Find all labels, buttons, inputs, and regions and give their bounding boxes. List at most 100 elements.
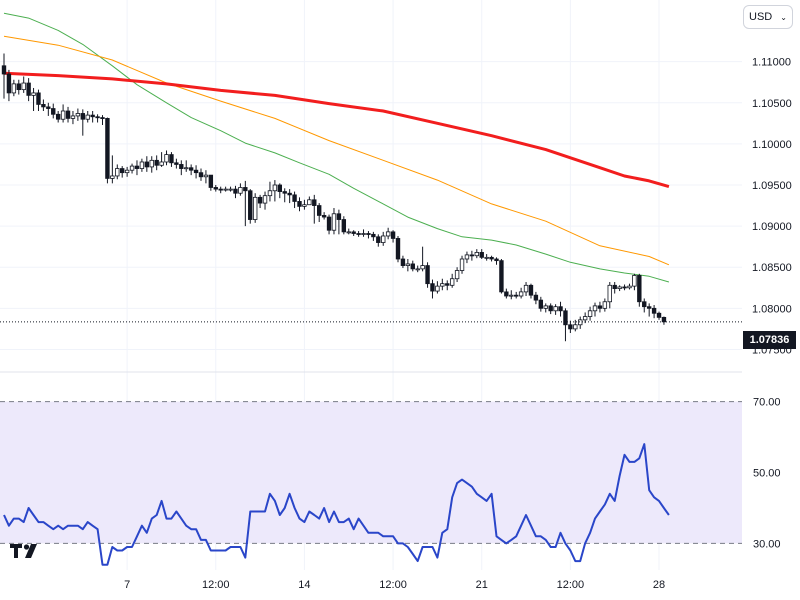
candle[interactable] xyxy=(159,152,164,167)
price-pane[interactable] xyxy=(0,12,742,342)
candle[interactable] xyxy=(85,111,90,123)
candle[interactable] xyxy=(563,308,568,342)
candle[interactable] xyxy=(533,291,539,305)
candle[interactable] xyxy=(415,265,420,273)
candle[interactable] xyxy=(287,189,292,204)
candle[interactable] xyxy=(400,255,406,269)
candle[interactable] xyxy=(149,156,154,173)
candle[interactable] xyxy=(504,288,509,299)
candle[interactable] xyxy=(469,250,475,261)
candle[interactable] xyxy=(356,231,361,237)
candle[interactable] xyxy=(405,259,411,272)
candle[interactable] xyxy=(208,174,214,191)
candle[interactable] xyxy=(60,104,66,123)
candle[interactable] xyxy=(297,197,302,212)
candle[interactable] xyxy=(449,273,455,288)
candle[interactable] xyxy=(55,111,61,123)
candle[interactable] xyxy=(573,319,578,332)
candle[interactable] xyxy=(509,290,514,300)
candle[interactable] xyxy=(218,186,223,194)
candle[interactable] xyxy=(474,249,479,259)
candle[interactable] xyxy=(514,291,519,299)
currency-select[interactable]: USD ⌄ xyxy=(743,5,793,29)
candle[interactable] xyxy=(578,316,583,329)
candle[interactable] xyxy=(484,254,489,261)
candle[interactable] xyxy=(307,196,312,206)
candle[interactable] xyxy=(395,235,401,263)
candle[interactable] xyxy=(479,249,484,259)
candle[interactable] xyxy=(326,214,332,235)
candle[interactable] xyxy=(21,76,26,93)
candle[interactable] xyxy=(366,231,371,239)
candle[interactable] xyxy=(252,193,258,223)
candle[interactable] xyxy=(656,311,662,320)
candle[interactable] xyxy=(543,303,548,313)
candle[interactable] xyxy=(651,305,657,319)
candle[interactable] xyxy=(385,227,391,240)
candle[interactable] xyxy=(243,180,248,227)
candle[interactable] xyxy=(223,186,228,192)
candle[interactable] xyxy=(425,262,430,288)
candle[interactable] xyxy=(129,163,135,174)
candle[interactable] xyxy=(184,160,189,172)
candle[interactable] xyxy=(100,115,105,125)
candle[interactable] xyxy=(188,164,194,176)
candle[interactable] xyxy=(558,301,563,317)
candle[interactable] xyxy=(602,298,608,312)
candle[interactable] xyxy=(139,158,145,172)
candle[interactable] xyxy=(627,283,632,290)
candle[interactable] xyxy=(376,234,381,247)
rsi-pane[interactable] xyxy=(0,401,742,566)
candle[interactable] xyxy=(198,168,204,181)
candle[interactable] xyxy=(637,273,642,307)
candle[interactable] xyxy=(65,106,71,123)
candle[interactable] xyxy=(587,306,593,321)
candle[interactable] xyxy=(16,79,21,95)
candle[interactable] xyxy=(169,152,174,167)
tradingview-logo-icon[interactable] xyxy=(10,540,44,562)
candle[interactable] xyxy=(420,246,425,272)
candle[interactable] xyxy=(154,155,159,171)
candle[interactable] xyxy=(193,165,199,179)
candle[interactable] xyxy=(612,282,617,294)
candle[interactable] xyxy=(248,189,253,224)
candle[interactable] xyxy=(331,208,337,235)
candle[interactable] xyxy=(105,117,110,184)
candle[interactable] xyxy=(361,229,366,237)
candle[interactable] xyxy=(435,281,440,294)
candle[interactable] xyxy=(341,216,347,235)
candle[interactable] xyxy=(203,170,209,184)
candle[interactable] xyxy=(26,78,31,102)
candle[interactable] xyxy=(464,251,470,264)
candle[interactable] xyxy=(41,99,46,111)
candle[interactable] xyxy=(381,231,386,246)
candle[interactable] xyxy=(228,186,233,192)
candle[interactable] xyxy=(617,285,622,292)
candle[interactable] xyxy=(351,230,356,236)
candle[interactable] xyxy=(538,296,544,312)
candle[interactable] xyxy=(70,111,76,125)
candle[interactable] xyxy=(454,267,460,283)
candle[interactable] xyxy=(282,188,287,203)
candle[interactable] xyxy=(6,69,12,102)
candle[interactable] xyxy=(179,160,184,176)
candle[interactable] xyxy=(262,191,268,210)
candle[interactable] xyxy=(272,180,278,202)
candle[interactable] xyxy=(144,156,150,172)
candle[interactable] xyxy=(410,260,415,272)
candle[interactable] xyxy=(445,280,450,291)
candle[interactable] xyxy=(568,320,573,333)
candle[interactable] xyxy=(302,199,307,210)
candle[interactable] xyxy=(548,303,553,315)
candle[interactable] xyxy=(336,209,342,235)
candle[interactable] xyxy=(553,304,558,315)
candle[interactable] xyxy=(528,283,534,299)
candle[interactable] xyxy=(523,282,529,296)
candle[interactable] xyxy=(646,303,652,317)
candle[interactable] xyxy=(632,273,637,291)
candle[interactable] xyxy=(233,185,238,199)
candle[interactable] xyxy=(134,160,140,176)
candle[interactable] xyxy=(607,282,612,309)
candle[interactable] xyxy=(164,150,169,166)
candle[interactable] xyxy=(36,89,41,111)
